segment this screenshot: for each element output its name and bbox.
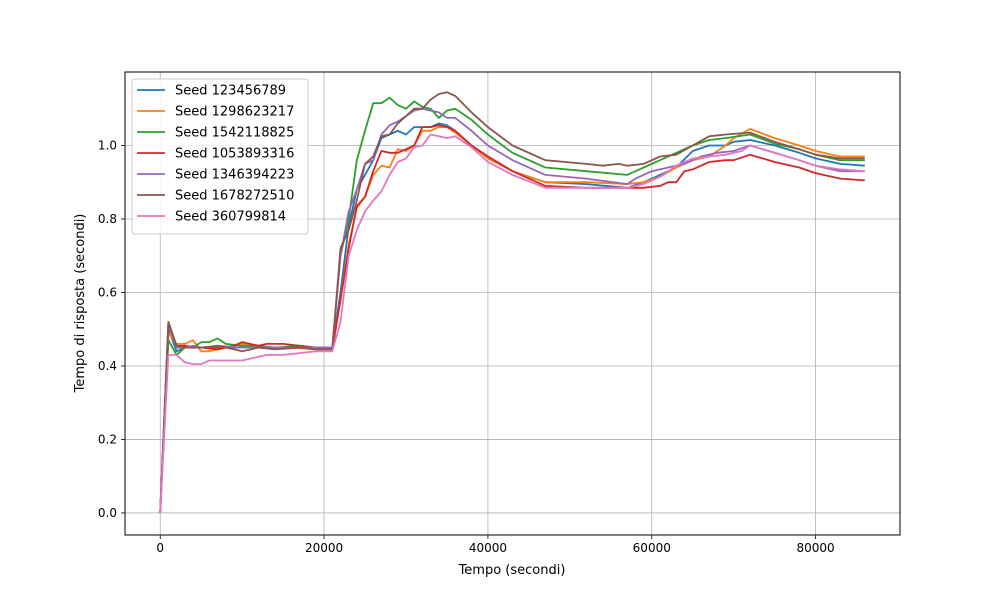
x-tick-label: 40000	[469, 541, 507, 555]
y-tick-label: 0.6	[98, 285, 117, 299]
legend-label-1: Seed 1298623217	[175, 105, 294, 120]
y-tick-label: 0.4	[98, 359, 117, 373]
x-axis-label: Tempo (secondi)	[458, 563, 566, 578]
legend-label-6: Seed 360799814	[175, 210, 286, 225]
legend-label-5: Seed 1678272510	[175, 189, 294, 204]
legend-label-0: Seed 123456789	[175, 84, 286, 99]
x-tick-label: 60000	[633, 541, 671, 555]
y-tick-label: 0.8	[98, 212, 117, 226]
series-line-5	[159, 91, 865, 514]
legend-label-4: Seed 1346394223	[175, 168, 294, 183]
plot-area-frame	[124, 71, 901, 536]
y-tick-label: 1.0	[98, 138, 117, 152]
y-tick-label: 0.2	[98, 432, 117, 446]
legend-label-3: Seed 1053893316	[175, 147, 294, 162]
y-tick-label: 0.0	[98, 506, 117, 520]
y-axis-label: Tempo di risposta (secondi)	[73, 214, 88, 394]
x-tick-label: 20000	[305, 541, 343, 555]
legend-box	[131, 78, 309, 235]
legend-label-2: Seed 1542118825	[175, 126, 294, 141]
series-line-6	[159, 133, 865, 514]
series-lines	[159, 91, 865, 514]
series-line-3	[159, 124, 865, 514]
x-tick-label: 0	[156, 541, 164, 555]
axis-ticks: 0 20000 40000 60000 80000 0.0 0.2 0.4 0.6 0.8 1.0	[98, 138, 835, 555]
x-tick-label: 80000	[797, 541, 835, 555]
legend: Seed 123456789 Seed 1298623217 Seed 154211…	[131, 78, 309, 235]
